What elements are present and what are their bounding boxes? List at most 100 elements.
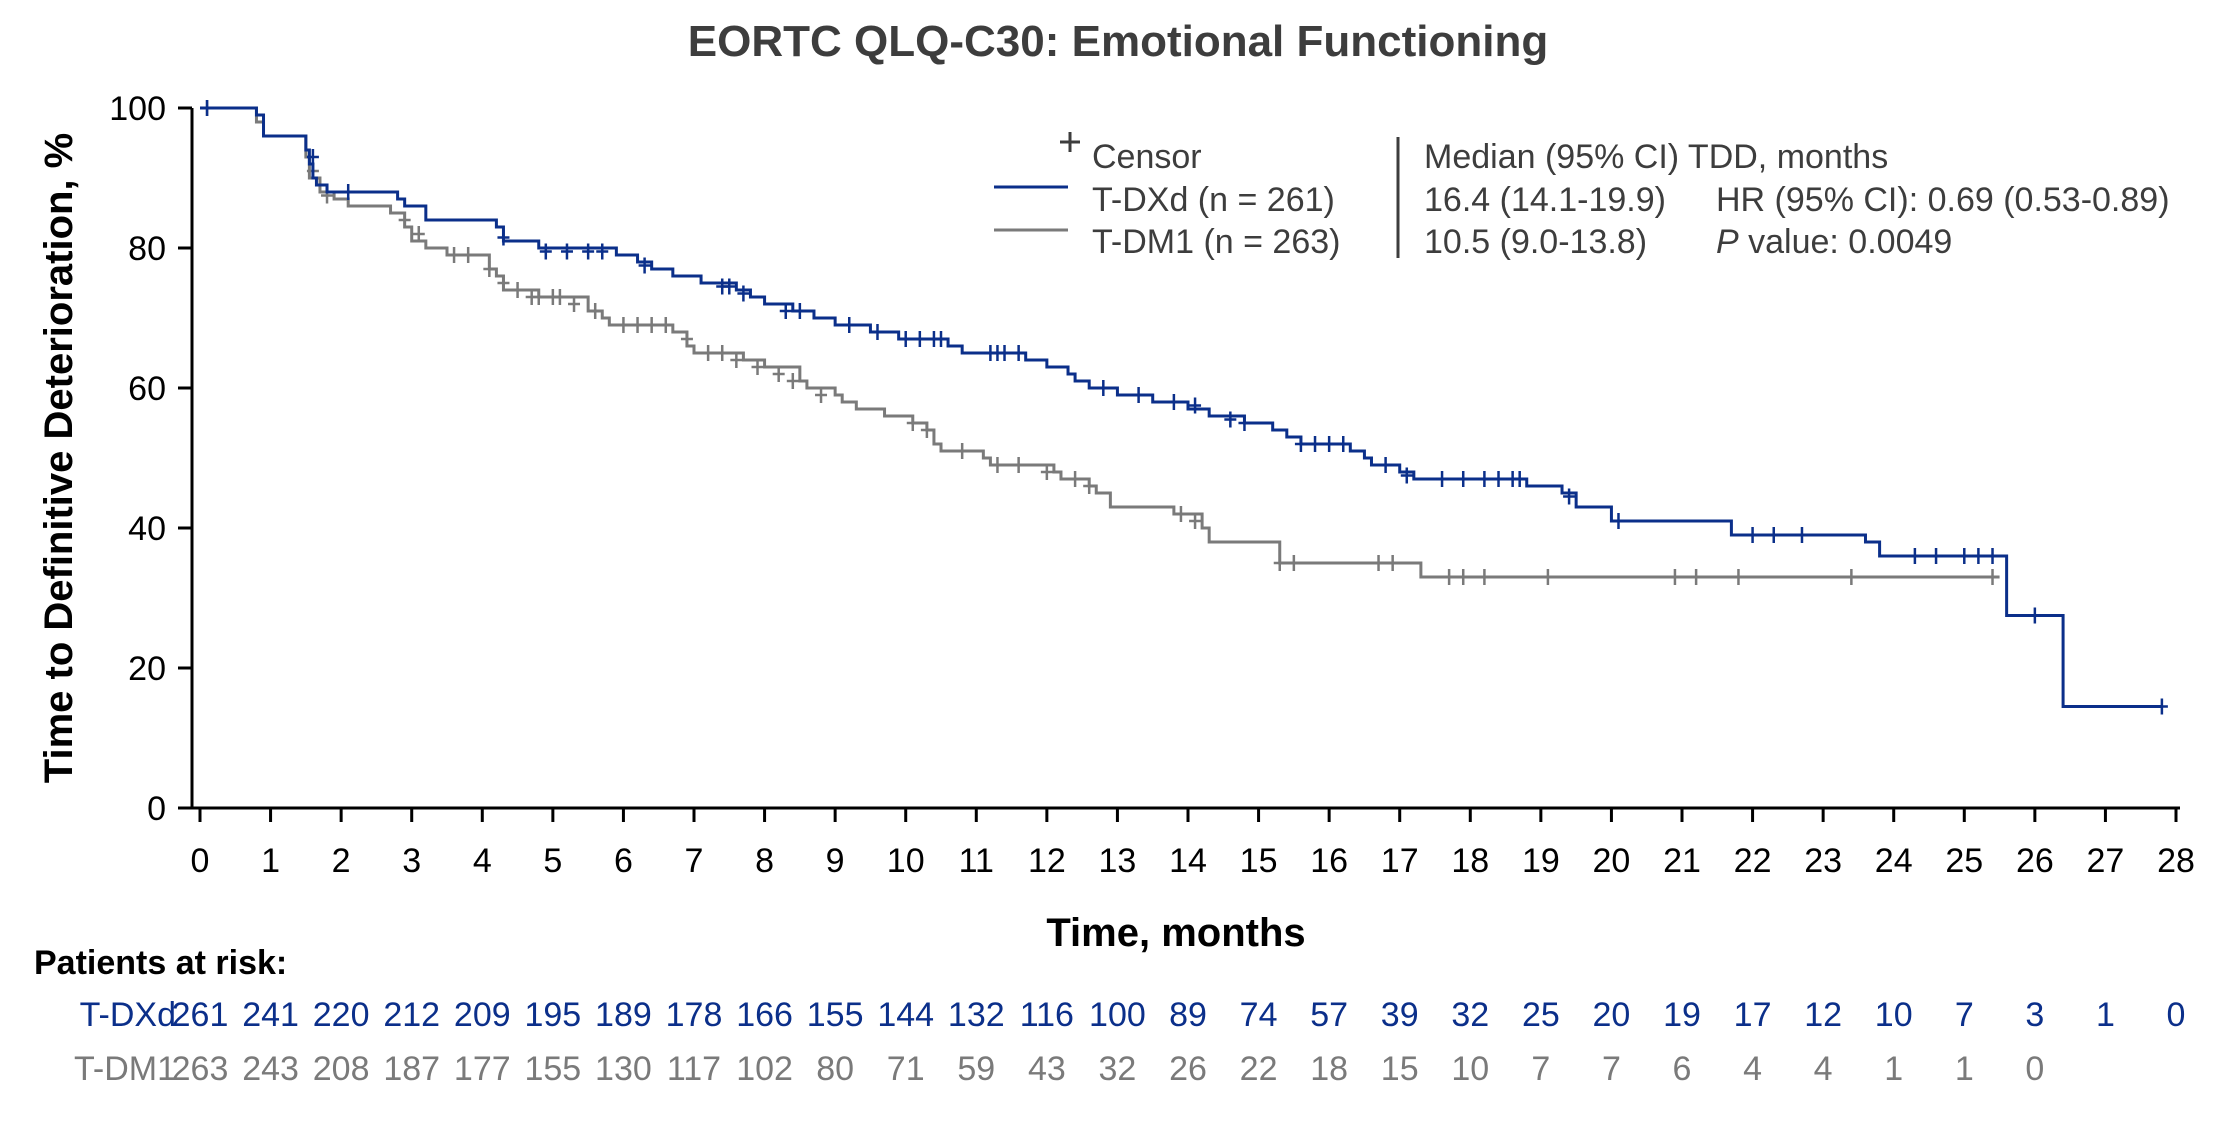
x-tick-label: 19 [1522,842,1560,880]
legend-hazard-ratio: HR (95% CI): 0.69 (0.53-0.89) [1716,181,2170,219]
x-tick-label: 12 [1028,842,1066,880]
risk-value: 43 [1028,1050,1066,1088]
risk-value: 7 [1602,1050,1621,1088]
x-tick-label: 22 [1734,842,1772,880]
risk-value: 74 [1240,996,1278,1034]
survival-curves [200,100,2168,715]
risk-value: 32 [1451,996,1489,1034]
risk-value: 57 [1310,996,1348,1034]
x-tick-label: 6 [614,842,633,880]
risk-table-title: Patients at risk: [34,944,287,982]
axes [190,108,2180,810]
risk-value: 220 [313,996,370,1034]
p-value-text: value: 0.0049 [1739,223,1953,261]
x-tick-label: 15 [1240,842,1278,880]
risk-value: 132 [948,996,1005,1034]
risk-value: 15 [1381,1050,1419,1088]
x-ticks: 0 1 2 3 4 5 6 7 8 9 10 11 12 13 14 15 16 17 18 19 20 21 22 23 24… [191,808,2195,880]
x-tick-label: 16 [1310,842,1348,880]
x-tick-label: 0 [191,842,210,880]
x-tick-label: 1 [261,842,280,880]
risk-value: 208 [313,1050,370,1088]
risk-value: 261 [172,996,229,1034]
risk-value: 187 [383,1050,440,1088]
risk-value: 19 [1663,996,1701,1034]
x-tick-label: 5 [543,842,562,880]
risk-value: 195 [524,996,581,1034]
x-tick-label: 2 [332,842,351,880]
risk-value: 12 [1804,996,1842,1034]
x-tick-label: 26 [2016,842,2054,880]
risk-value: 18 [1310,1050,1348,1088]
y-tick-label: 100 [109,90,166,128]
x-tick-label: 11 [959,842,994,880]
risk-value: 7 [1955,996,1974,1034]
risk-value: 243 [242,1050,299,1088]
risk-value: 10 [1451,1050,1489,1088]
x-axis-title: Time, months [1046,911,1305,955]
legend-censor-label: Censor [1092,138,1202,176]
risk-value: 116 [1020,996,1074,1034]
chart-title: EORTC QLQ-C30: Emotional Functioning [688,17,1548,66]
risk-value: 263 [172,1050,229,1088]
legend: Censor T-DXd (n = 261) T-DM1 (n = 263) M… [994,132,2170,261]
legend-tdm1-label: T-DM1 (n = 263) [1092,223,1340,261]
risk-value: 6 [1673,1050,1692,1088]
y-tick-label: 60 [128,370,166,408]
risk-value: 17 [1734,996,1772,1034]
x-tick-label: 21 [1663,842,1701,880]
p-italic: P [1716,223,1739,261]
risk-value: 1 [1955,1050,1974,1088]
x-tick-label: 7 [685,842,704,880]
risk-value: 4 [1743,1050,1762,1088]
legend-tdxd-median: 16.4 (14.1-19.9) [1424,181,1666,219]
risk-value: 155 [807,996,864,1034]
risk-value: 177 [454,1050,511,1088]
curve-t-dxd [200,106,2162,708]
risk-value: 117 [667,1050,721,1088]
risk-value: 155 [524,1050,581,1088]
risk-value: 10 [1875,996,1913,1034]
risk-value: 1 [1884,1050,1903,1088]
risk-value: 102 [736,1050,793,1088]
risk-value: 212 [383,996,440,1034]
risk-value: 144 [877,996,934,1034]
risk-value: 178 [666,996,723,1034]
x-tick-label: 14 [1169,842,1207,880]
risk-value: 22 [1240,1050,1278,1088]
risk-value: 7 [1531,1050,1550,1088]
legend-tdxd-label: T-DXd (n = 261) [1092,181,1335,219]
x-tick-label: 28 [2157,842,2195,880]
x-tick-label: 13 [1099,842,1137,880]
y-tick-label: 80 [128,230,166,268]
y-ticks: 0 20 40 60 80 100 [109,90,192,828]
risk-value: 25 [1522,996,1560,1034]
risk-value: 130 [595,1050,652,1088]
x-tick-label: 18 [1451,842,1489,880]
y-tick-label: 0 [147,790,166,828]
legend-median-header: Median (95% CI) TDD, months [1424,138,1888,176]
risk-value: 4 [1814,1050,1833,1088]
risk-value: 1 [2096,996,2115,1034]
risk-value: 59 [957,1050,995,1088]
legend-tdm1-median: 10.5 (9.0-13.8) [1424,223,1647,261]
risk-value: 0 [2167,996,2186,1034]
x-tick-label: 27 [2087,842,2125,880]
y-tick-label: 40 [128,510,166,548]
risk-row-label: T-DXd [80,996,176,1034]
y-axis-title: Time to Definitive Deterioration, % [37,133,81,784]
risk-value: 71 [887,1050,925,1088]
risk-value: 39 [1381,996,1419,1034]
risk-value: 26 [1169,1050,1207,1088]
risk-row-label: T-DM1 [74,1050,176,1088]
x-tick-label: 10 [887,842,925,880]
risk-value: 80 [816,1050,854,1088]
risk-value: 89 [1169,996,1207,1034]
x-tick-label: 23 [1804,842,1842,880]
risk-value: 100 [1089,996,1146,1034]
risk-value: 189 [595,996,652,1034]
x-tick-label: 24 [1875,842,1913,880]
risk-value: 241 [242,996,299,1034]
